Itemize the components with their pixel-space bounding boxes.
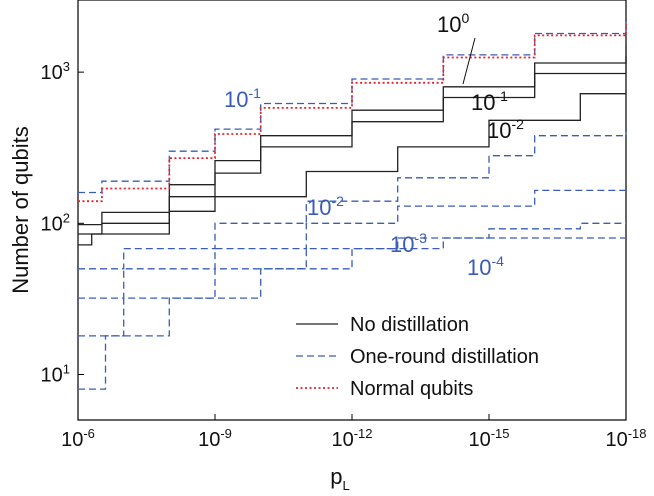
series-one-round-distillation-3 xyxy=(78,21,627,194)
x-tick-label: 10-15 xyxy=(468,426,509,451)
series-one-round-distillation-4 xyxy=(78,132,627,270)
legend-entry-normal-qubits: Normal qubits xyxy=(296,378,473,400)
tick-layer: 10-6 10-9 10-12 10-15 10-18 101 102 103 xyxy=(41,59,647,451)
series-no-distillation-1 xyxy=(78,56,627,235)
legend-label-normal-qubits: Normal qubits xyxy=(350,378,473,400)
series-one-round-distillation-7 xyxy=(78,237,626,390)
legend-entry-one-round-distillation: One-round distillation xyxy=(296,346,539,368)
series-one-round-distillation-6 xyxy=(78,222,626,337)
x-tick-label: 10-12 xyxy=(331,426,372,451)
x-tick-label: 10-6 xyxy=(61,426,95,451)
legend-label-no-distillation: No distillation xyxy=(350,314,469,336)
y-tick-label: 102 xyxy=(41,210,70,235)
series-no-distillation-2 xyxy=(78,91,627,246)
annotation-distill-10^-2: 10-2 xyxy=(307,193,344,220)
x-tick-label: 10-18 xyxy=(605,426,646,451)
series-layer xyxy=(78,21,627,390)
legend: No distillation One-round distillation N… xyxy=(296,314,539,400)
y-tick-label: 101 xyxy=(41,361,70,386)
annotation-leader-10^0 xyxy=(462,37,476,85)
annotation-nodist-10^-1: 10-1 xyxy=(471,88,508,115)
annotation-distill-10^-3: 10-3 xyxy=(390,230,427,257)
annotation-nodist-10^0: 100 xyxy=(437,10,469,37)
annotation-distill-10^-4: 10-4 xyxy=(467,253,504,280)
annotation-layer: 100 10-1 10-2 10-1 10-2 10-3 10-4 xyxy=(224,10,524,280)
y-axis-label: Number of qubits xyxy=(8,126,33,294)
series-one-round-distillation-5 xyxy=(78,189,626,299)
annotation-distill-10^-1: 10-1 xyxy=(224,85,261,112)
series-normal-qubits-8 xyxy=(78,23,627,203)
x-axis-label: pL xyxy=(330,464,349,493)
x-tick-label: 10-9 xyxy=(198,426,232,451)
legend-entry-no-distillation: No distillation xyxy=(296,314,469,336)
annotation-nodist-10^-2: 10-2 xyxy=(487,116,524,143)
y-tick-label: 103 xyxy=(41,59,70,84)
legend-label-one-round-distillation: One-round distillation xyxy=(350,346,539,368)
